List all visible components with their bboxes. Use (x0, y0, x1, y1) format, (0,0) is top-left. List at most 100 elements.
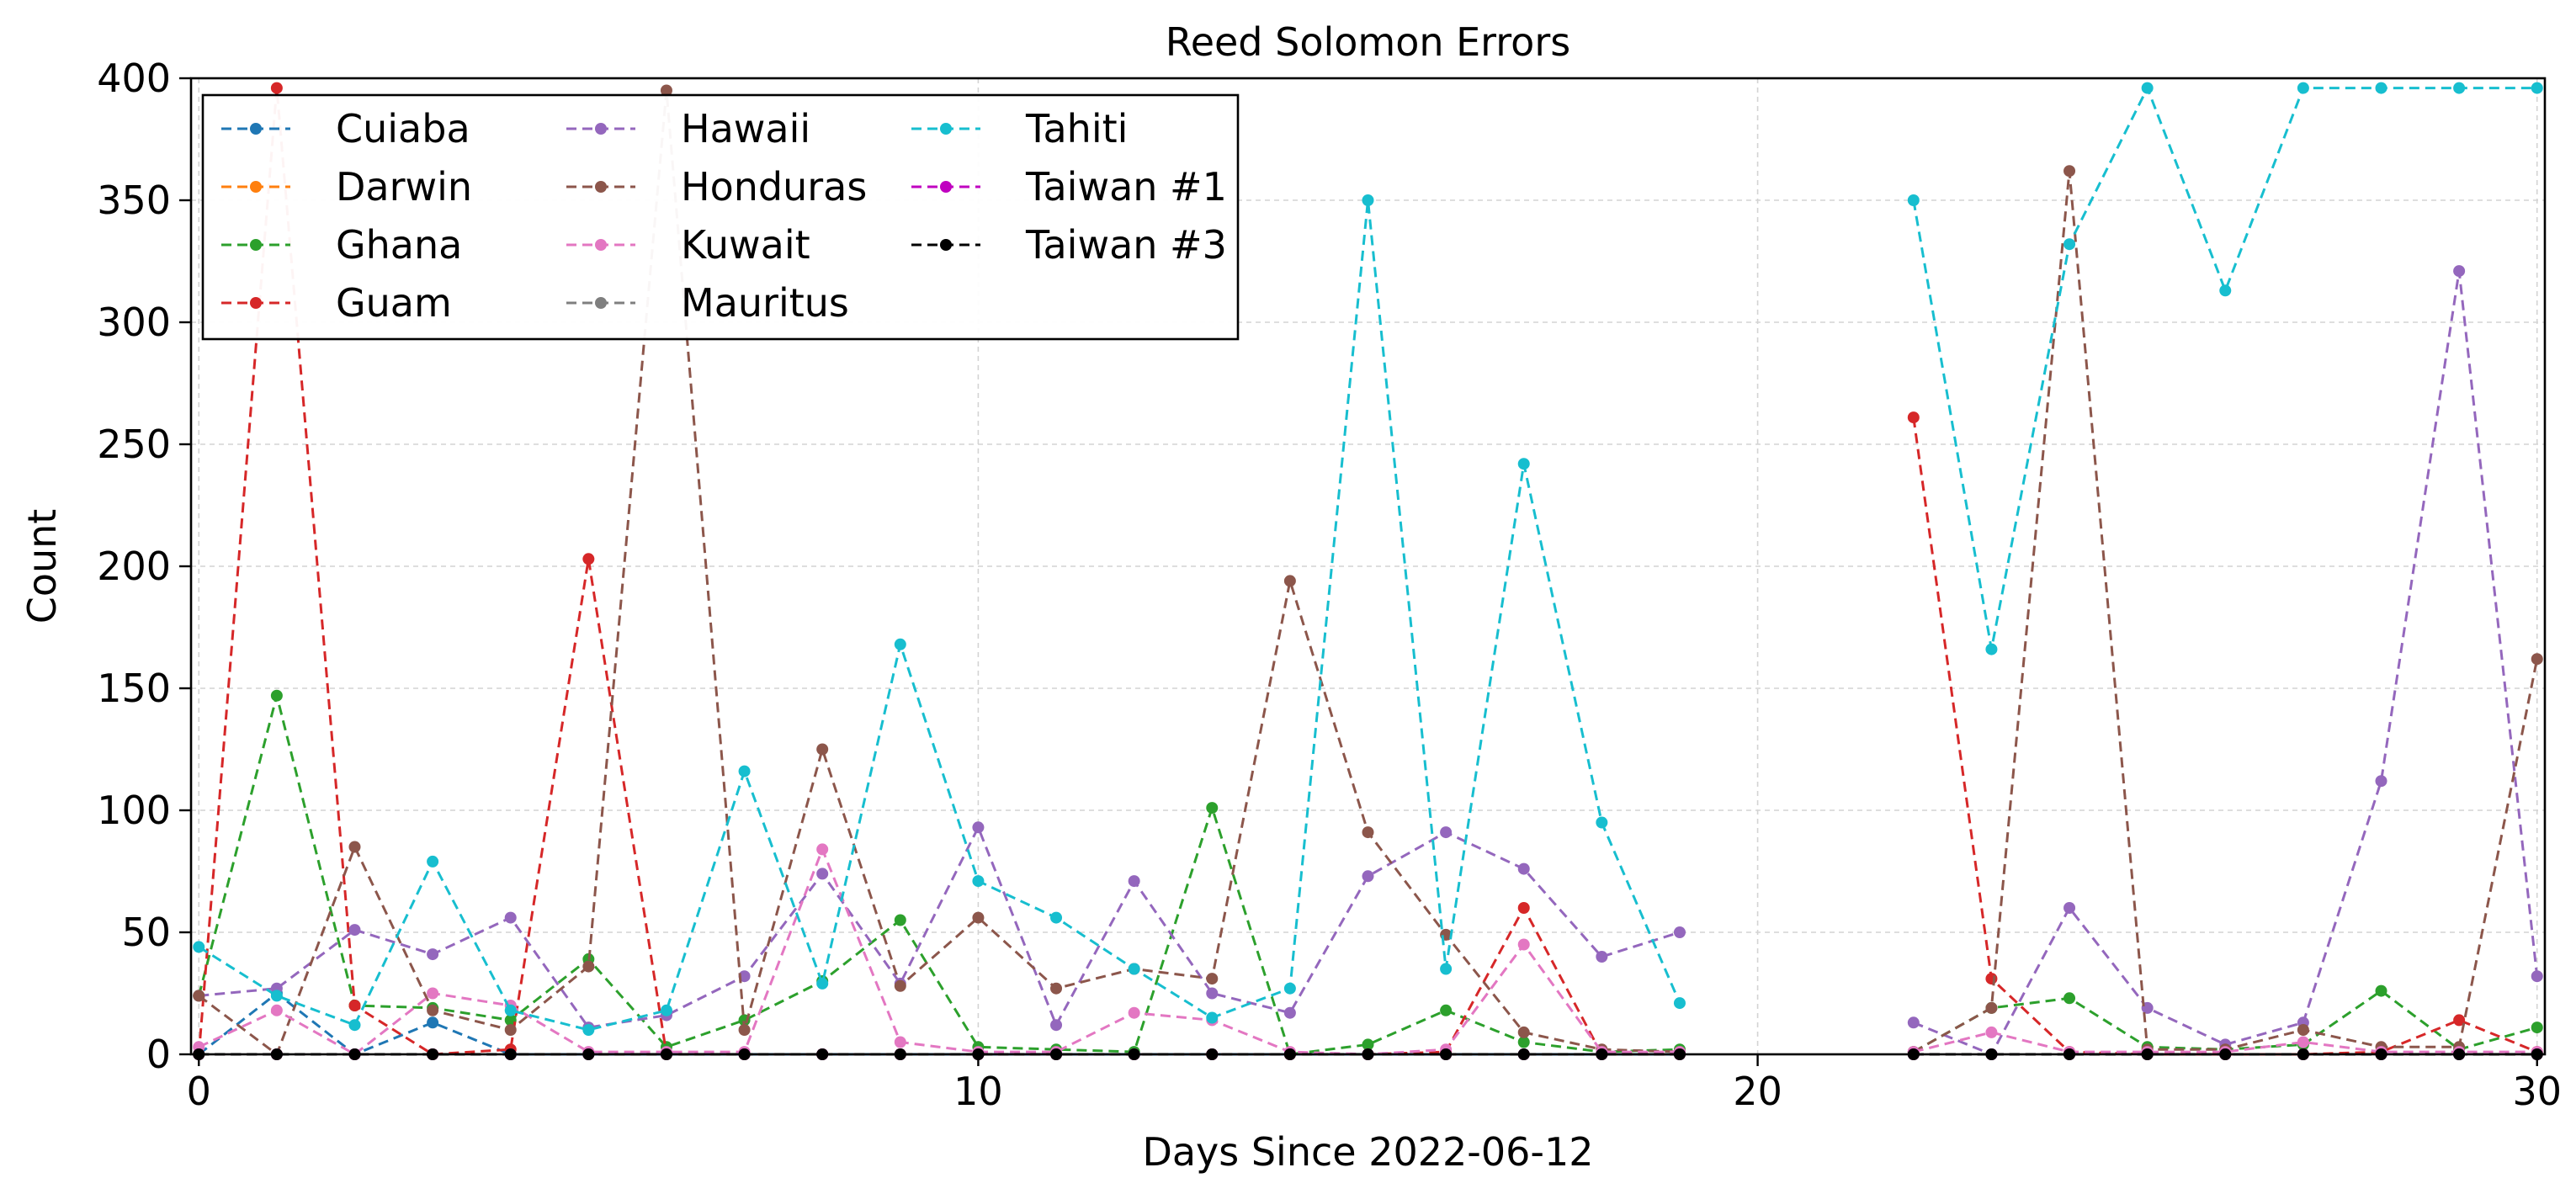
series-line-hawaii (199, 270, 2539, 1056)
data-point-tahiti (582, 1024, 595, 1036)
data-point-tahiti (1907, 194, 1920, 206)
data-point-hawaii (972, 821, 985, 834)
y-tick-label: 250 (97, 422, 171, 467)
legend-item-kuwait: Kuwait (566, 222, 810, 268)
data-point-tahiti (348, 1019, 361, 1032)
data-point-guam (270, 82, 283, 94)
data-point-guam (348, 1000, 361, 1011)
legend-item-mauritus: Mauritus (566, 280, 849, 326)
x-tick-label: 10 (953, 1069, 1003, 1114)
legend-marker (250, 297, 262, 309)
data-point-hawaii (1206, 987, 1219, 1000)
data-point-hawaii (1128, 875, 1140, 888)
data-point-ghana (1206, 802, 1219, 815)
data-point-honduras (193, 990, 205, 1002)
legend-label: Taiwan #3 (1025, 222, 1227, 268)
data-point-honduras (504, 1024, 517, 1036)
data-point-honduras (2297, 1024, 2309, 1036)
legend-item-darwin: Darwin (221, 164, 472, 210)
legend-label: Hawaii (681, 106, 810, 151)
x-tick-label: 20 (1733, 1069, 1782, 1114)
legend-item-taiwan-3: Taiwan #3 (911, 222, 1227, 268)
x-tick-label: 30 (2512, 1069, 2562, 1114)
data-point-tahiti (504, 1004, 517, 1016)
data-point-honduras (1206, 973, 1219, 985)
legend-marker (595, 181, 607, 193)
series-hawaii (193, 265, 2543, 1060)
data-point-guam (2453, 1014, 2466, 1027)
series-line-tahiti (198, 84, 2537, 1032)
data-point-tahiti (816, 977, 829, 990)
legend-marker (250, 123, 262, 135)
legend-item-ghana: Ghana (221, 222, 462, 268)
series-line-kuwait (198, 846, 2537, 1056)
data-point-hawaii (2531, 970, 2543, 983)
y-tick-label: 200 (97, 544, 171, 589)
legend-label: Taiwan #1 (1025, 164, 1227, 210)
legend-marker (595, 297, 607, 309)
data-point-tahiti (2141, 82, 2154, 94)
data-point-honduras (660, 84, 672, 97)
data-point-tahiti (270, 990, 283, 1002)
data-point-cuiaba (427, 1016, 439, 1029)
data-point-kuwait (1517, 938, 1530, 951)
data-point-hawaii (1283, 1006, 1296, 1019)
legend-item-cuiaba: Cuiaba (221, 106, 470, 151)
y-tick-label: 50 (121, 910, 171, 955)
data-point-tahiti (2531, 82, 2543, 94)
legend-label: Guam (336, 280, 452, 326)
data-point-honduras (2063, 165, 2076, 178)
data-point-guam (1517, 902, 1530, 914)
y-tick-label: 150 (97, 666, 171, 711)
data-point-kuwait (1128, 1006, 1140, 1019)
legend-label: Darwin (336, 164, 472, 210)
data-point-hawaii (2453, 265, 2466, 278)
data-point-kuwait (270, 1004, 283, 1016)
data-point-hawaii (1362, 870, 1374, 883)
legend-marker (940, 123, 952, 135)
legend-item-guam: Guam (221, 280, 452, 326)
data-point-tahiti (1440, 963, 1453, 975)
y-tick-label: 400 (97, 56, 171, 101)
data-point-honduras (1985, 1001, 1998, 1014)
data-point-hawaii (1440, 826, 1453, 839)
data-point-hawaii (504, 911, 517, 924)
data-point-tahiti (427, 855, 439, 868)
data-point-tahiti (2453, 82, 2466, 94)
data-point-hawaii (1596, 951, 1608, 963)
data-point-tahiti (2219, 284, 2232, 297)
data-point-hawaii (816, 868, 829, 880)
y-tick-label: 350 (97, 178, 171, 223)
legend-label: Honduras (681, 164, 867, 210)
data-point-ghana (270, 689, 283, 702)
data-point-tahiti (2375, 82, 2387, 94)
data-point-ghana (1517, 1036, 1530, 1048)
data-point-honduras (816, 743, 829, 756)
legend-marker (940, 239, 952, 251)
data-point-tahiti (738, 765, 751, 777)
data-point-honduras (582, 960, 595, 973)
legend-item-tahiti: Tahiti (911, 106, 1128, 151)
data-point-tahiti (972, 875, 985, 888)
data-point-hawaii (427, 948, 439, 961)
data-point-kuwait (894, 1036, 906, 1048)
data-point-guam (1985, 973, 1998, 985)
data-point-hawaii (2063, 902, 2076, 914)
data-point-tahiti (1673, 997, 1686, 1010)
data-point-guam (582, 553, 595, 565)
y-tick-label: 100 (97, 788, 171, 833)
legend-label: Tahiti (1025, 106, 1128, 151)
data-point-tahiti (1128, 963, 1140, 975)
y-tick-label: 300 (97, 300, 171, 345)
data-point-tahiti (2297, 82, 2309, 94)
data-point-tahiti (1596, 816, 1608, 829)
data-point-honduras (348, 841, 361, 853)
data-point-honduras (1362, 826, 1374, 839)
data-point-hawaii (1050, 1019, 1063, 1032)
data-point-tahiti (1362, 194, 1374, 206)
data-point-hawaii (1907, 1016, 1920, 1029)
data-point-ghana (1362, 1038, 1374, 1051)
data-point-honduras (427, 1004, 439, 1016)
